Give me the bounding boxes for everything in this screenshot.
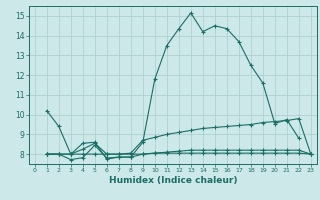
X-axis label: Humidex (Indice chaleur): Humidex (Indice chaleur) <box>108 176 237 185</box>
